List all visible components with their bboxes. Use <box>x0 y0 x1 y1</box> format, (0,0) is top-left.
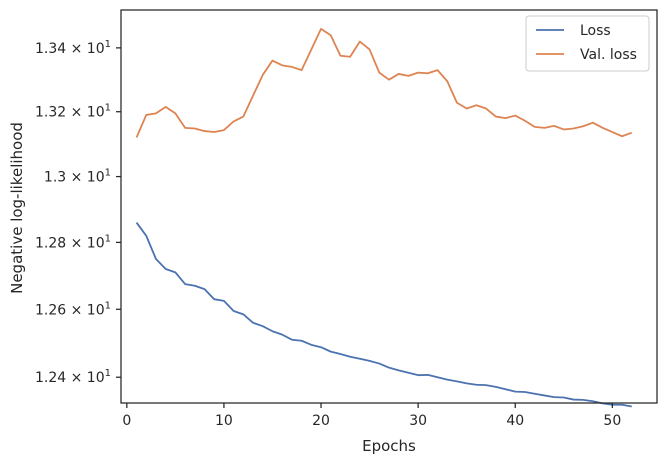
series-line-val-loss <box>135 27 633 138</box>
y-tick-label: 1.24 × 101 <box>35 368 111 386</box>
series-line-loss <box>135 222 632 408</box>
legend-label-val-loss: Val. loss <box>580 47 637 63</box>
x-tick-label: 10 <box>215 413 233 429</box>
x-tick-label: 0 <box>122 413 131 429</box>
x-tick-label: 50 <box>603 413 621 429</box>
y-tick-label: 1.28 × 101 <box>35 233 111 251</box>
plot-frame <box>120 9 658 404</box>
y-axis: 1.24 × 101 1.26 × 101 1.28 × 101 1.3 × 101 1… <box>35 39 121 386</box>
y-tick-label: 1.32 × 101 <box>35 103 111 121</box>
x-tick-label: 40 <box>506 413 524 429</box>
x-axis-label: Epochs <box>362 437 416 455</box>
y-tick-label: 1.34 × 101 <box>35 39 111 57</box>
plot-lines <box>135 27 633 408</box>
y-tick-label: 1.26 × 101 <box>35 300 111 318</box>
x-tick-label: 20 <box>312 413 330 429</box>
x-tick-label: 30 <box>409 413 427 429</box>
x-axis: 0 10 20 30 40 50 <box>122 403 621 429</box>
y-tick-label: 1.3 × 101 <box>44 168 111 186</box>
legend-label-loss: Loss <box>580 23 611 39</box>
y-axis-label: Negative log-likelihood <box>8 122 26 294</box>
legend: Loss Val. loss <box>525 15 650 72</box>
